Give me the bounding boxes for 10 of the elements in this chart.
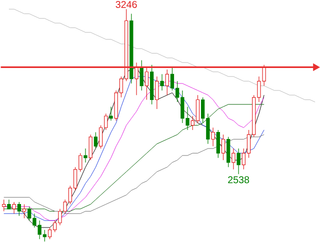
candlestick <box>134 62 138 96</box>
candlestick <box>84 148 88 163</box>
candlestick <box>109 106 113 122</box>
candlestick <box>12 202 16 214</box>
candlestick <box>232 148 236 170</box>
annotation: 2538 <box>228 176 250 184</box>
candlestick <box>236 148 240 174</box>
candlestick <box>160 74 164 91</box>
annotation: 3246 <box>116 1 137 8</box>
candlestick <box>211 127 215 147</box>
